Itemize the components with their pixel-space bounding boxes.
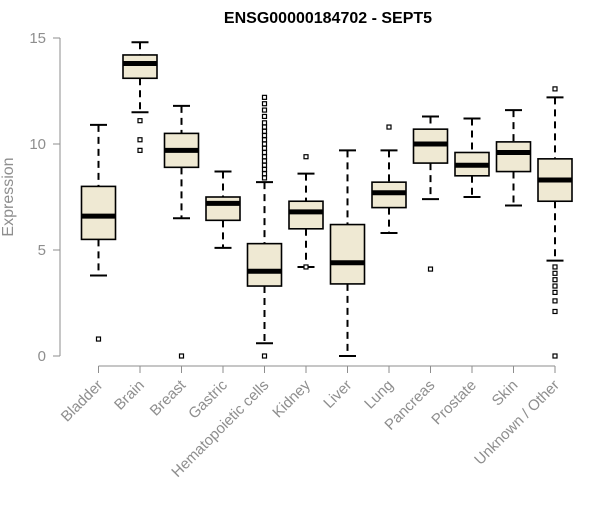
- iqr-box: [246, 242, 283, 287]
- outlier-point: [552, 308, 558, 315]
- outlier-point: [261, 137, 268, 143]
- x-tick-label: Skin: [489, 377, 522, 410]
- box-skin: [495, 109, 532, 207]
- box-pancreas: [412, 115, 449, 272]
- outlier-point: [552, 283, 558, 289]
- outlier-point: [261, 120, 268, 126]
- iqr-box: [80, 185, 117, 241]
- box-brain: [122, 41, 158, 153]
- outlier-point: [427, 266, 434, 272]
- outlier-point: [261, 145, 268, 151]
- x-tick-label: Breast: [147, 376, 190, 419]
- y-tick-label: 15: [29, 30, 46, 47]
- outlier-point: [386, 124, 392, 130]
- x-tick-label: Kidney: [269, 376, 314, 421]
- iqr-box: [329, 223, 366, 285]
- outlier-point: [303, 154, 309, 160]
- y-tick-label: 10: [29, 136, 46, 153]
- outlier-point: [261, 141, 268, 147]
- outlier-point: [178, 353, 185, 359]
- x-tick-label: Lung: [361, 377, 397, 413]
- outlier-point: [261, 353, 268, 359]
- y-axis: 0 5 10 15: [29, 30, 61, 365]
- outlier-point: [261, 166, 268, 173]
- x-tick-label: Prostate: [428, 377, 480, 429]
- box-breast: [163, 104, 200, 359]
- box-gastric: [205, 170, 241, 249]
- outlier-point: [552, 86, 558, 92]
- outlier-point: [261, 149, 268, 156]
- outlier-point: [261, 154, 268, 160]
- x-tick-label: Brain: [111, 377, 148, 414]
- outlier-point: [261, 107, 268, 113]
- box-prostate: [454, 117, 490, 198]
- outlier-point: [261, 94, 268, 100]
- iqr-box: [495, 141, 532, 173]
- outlier-point: [261, 132, 268, 139]
- outlier-point: [261, 162, 268, 168]
- box-bladder: [80, 123, 117, 342]
- outlier-point: [261, 113, 268, 120]
- box-hematopoietic-cells: [246, 94, 283, 359]
- outlier-point: [552, 270, 558, 276]
- outlier-point: [261, 101, 268, 107]
- iqr-box: [122, 54, 158, 80]
- outlier-point: [261, 158, 268, 164]
- outlier-point: [137, 147, 143, 153]
- outlier-point: [552, 298, 558, 304]
- outlier-point: [261, 175, 268, 181]
- box-kidney: [288, 154, 324, 270]
- outlier-point: [552, 277, 558, 283]
- outlier-point: [95, 336, 102, 342]
- y-tick-label: 0: [38, 348, 46, 365]
- x-tick-label: Bladder: [58, 377, 107, 426]
- box-unknown-other: [537, 86, 573, 359]
- box-series: [80, 41, 573, 359]
- y-axis-title: Expression: [0, 157, 17, 236]
- y-tick-label: 5: [38, 242, 46, 259]
- iqr-box: [288, 200, 324, 230]
- outlier-point: [261, 171, 268, 177]
- outlier-point: [261, 124, 268, 130]
- x-tick-label: Liver: [320, 377, 355, 412]
- chart-title: ENSG00000184702 - SEPT5: [224, 10, 432, 27]
- outlier-point: [552, 353, 558, 359]
- iqr-box: [205, 196, 241, 222]
- box-liver: [329, 149, 366, 357]
- outlier-point: [137, 137, 143, 143]
- outlier-point: [137, 118, 143, 124]
- outlier-point: [552, 289, 558, 295]
- outlier-point: [303, 264, 309, 270]
- box-lung: [371, 124, 407, 235]
- outlier-point: [261, 128, 268, 134]
- outlier-point: [552, 264, 558, 270]
